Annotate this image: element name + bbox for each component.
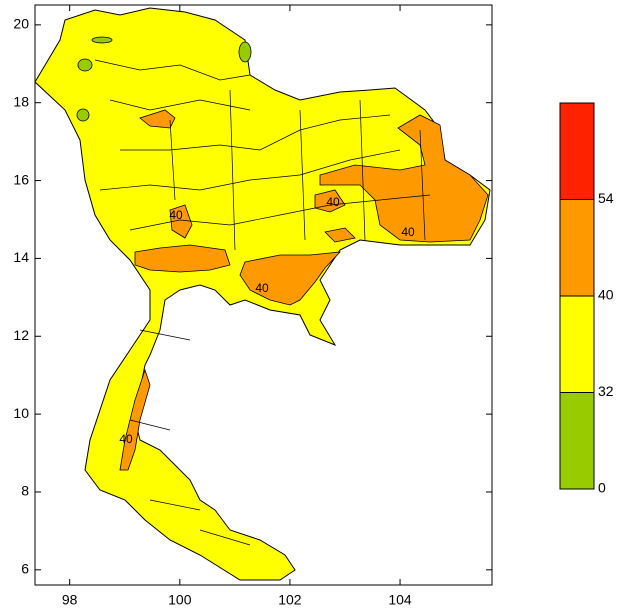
green-area [76, 108, 90, 122]
colorbar-label: 0 [598, 480, 606, 496]
green-area [77, 58, 93, 72]
contour-label: 40 [255, 281, 269, 295]
y-tick-label: 18 [13, 93, 29, 109]
colorbar-label: 32 [598, 383, 614, 399]
green-areas [76, 36, 252, 122]
contour-label: 40 [326, 195, 340, 209]
y-tick-label: 12 [13, 327, 29, 343]
orange-area [134, 244, 231, 273]
y-tick-label: 16 [13, 171, 29, 187]
y-tick-label: 14 [13, 249, 29, 265]
green-area [238, 41, 252, 63]
y-tick-label: 10 [13, 405, 29, 421]
contour-label: 40 [169, 208, 183, 222]
contour-label: 40 [401, 225, 415, 239]
colorbar-label: 40 [598, 287, 614, 303]
orange-area [169, 204, 193, 239]
orange-area [319, 114, 489, 243]
land [34, 7, 491, 581]
orange-area [239, 251, 342, 306]
colorbar-bin [559, 392, 595, 490]
x-tick-label: 100 [168, 592, 192, 608]
contour-label: 40 [119, 432, 133, 446]
province-border [94, 59, 431, 546]
orange-area [119, 368, 151, 471]
colorbar-bin [559, 199, 595, 297]
orange-area [139, 109, 176, 129]
x-tick-label: 102 [278, 592, 302, 608]
x-tick-label: 98 [62, 592, 78, 608]
y-tick-label: 8 [21, 483, 29, 499]
y-tick-label: 6 [21, 561, 29, 577]
map-frame [34, 4, 493, 586]
x-tick-label: 104 [388, 592, 412, 608]
colorbar-label: 54 [598, 190, 614, 206]
province-borders [94, 59, 431, 546]
y-tick-label: 20 [13, 16, 29, 32]
colorbar-bin [559, 295, 595, 393]
green-area [91, 36, 113, 44]
orange-area [324, 227, 356, 243]
colorbar-bin [559, 102, 595, 200]
